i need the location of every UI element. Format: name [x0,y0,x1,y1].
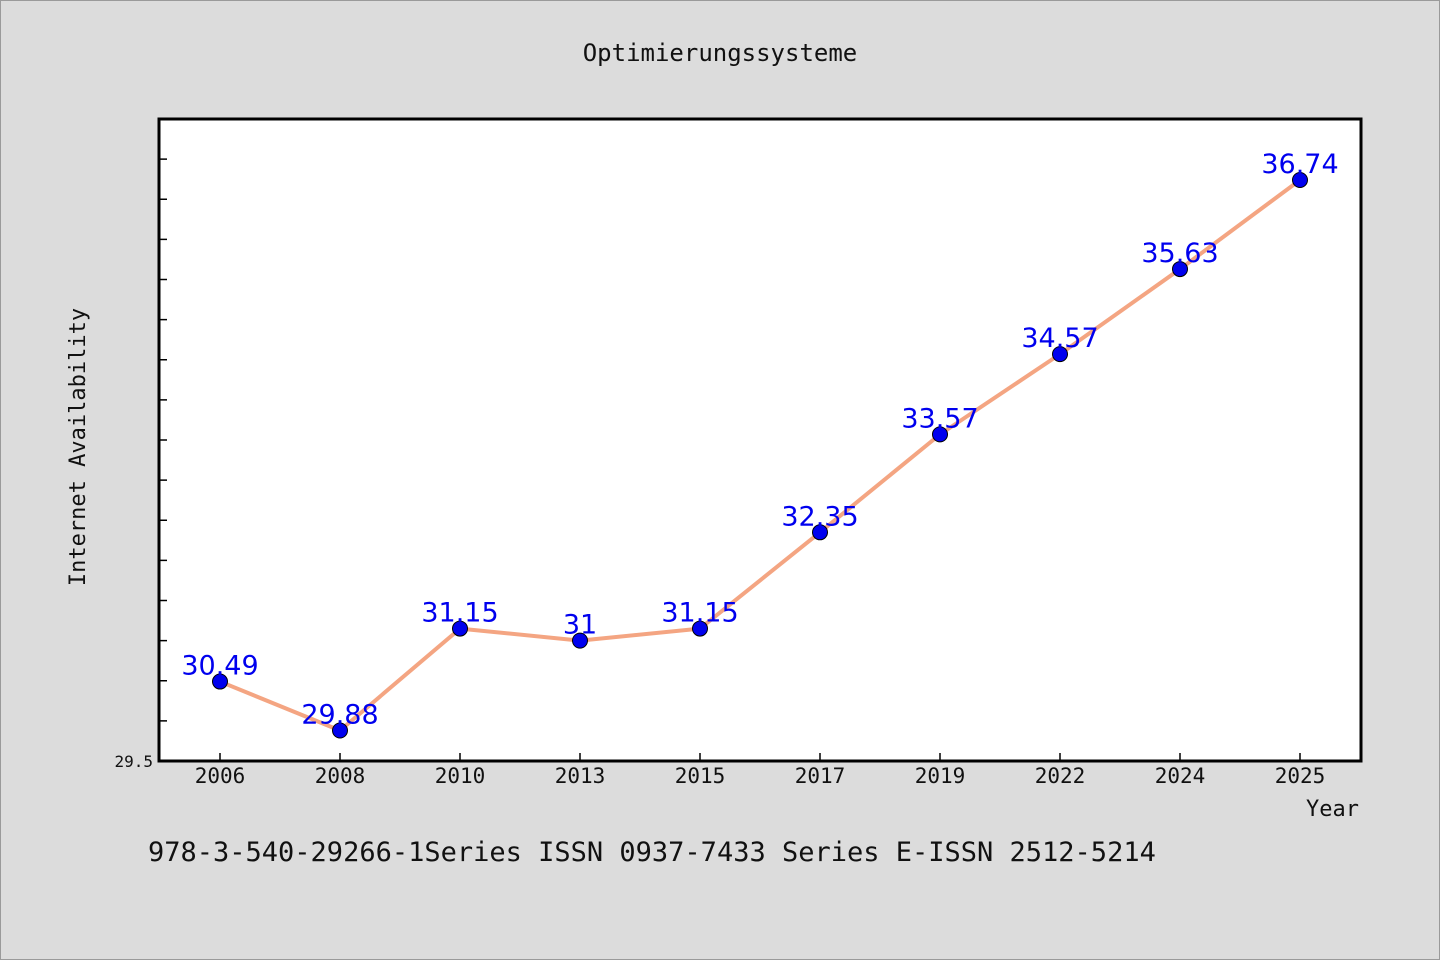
data-point [452,620,468,637]
x-tick-label: 2006 [195,764,246,788]
data-point [572,632,588,649]
x-axis-tick-labels: 2006 2008 2010 2013 2015 2017 2019 2022 2024 2025 [195,764,1326,788]
data-label: 31.15 [421,598,498,629]
y-axis-label: Internet Availability [66,308,91,586]
x-tick-label: 2013 [555,764,606,788]
data-point [812,524,828,541]
data-markers [212,171,1308,739]
data-label: 31 [563,610,597,641]
data-point [692,620,708,637]
data-point [332,722,348,739]
series-line [219,178,1302,733]
data-labels: 30.49 29.88 31.15 31 31.15 32.35 33.57 34.57 35.… [181,149,1338,731]
x-tick-label: 2008 [315,764,366,788]
x-tick-label: 2010 [435,764,486,788]
chart-title: Optimierungssysteme [583,39,858,67]
data-label: 33.57 [901,403,978,434]
data-label: 29.88 [301,700,378,731]
data-label: 35.63 [1141,238,1218,269]
x-tick-label: 2017 [795,764,846,788]
x-tick-label: 2015 [675,764,726,788]
x-tick-label: 2022 [1035,764,1086,788]
data-label: 36.74 [1261,149,1338,180]
data-point [1052,346,1068,363]
data-point [1172,261,1188,278]
x-axis-ticks [219,753,1301,761]
data-label: 30.49 [181,651,258,682]
x-tick-label: 2019 [915,764,966,788]
x-tick-label: 2024 [1155,764,1206,788]
x-axis-label: Year [1306,797,1359,822]
footer-text: 978-3-540-29266-1Series ISSN 0937-7433 S… [148,837,1156,868]
plot-area [157,117,1363,763]
data-point [1292,171,1308,188]
x-tick-label: 2025 [1275,764,1326,788]
data-label: 32.35 [781,501,858,532]
data-point [212,673,228,690]
data-label: 34.57 [1021,323,1098,354]
y-axis-min-label: 29.5 [114,752,153,771]
data-label: 31.15 [661,598,738,629]
y-axis-ticks [159,118,167,762]
data-point [932,426,948,443]
